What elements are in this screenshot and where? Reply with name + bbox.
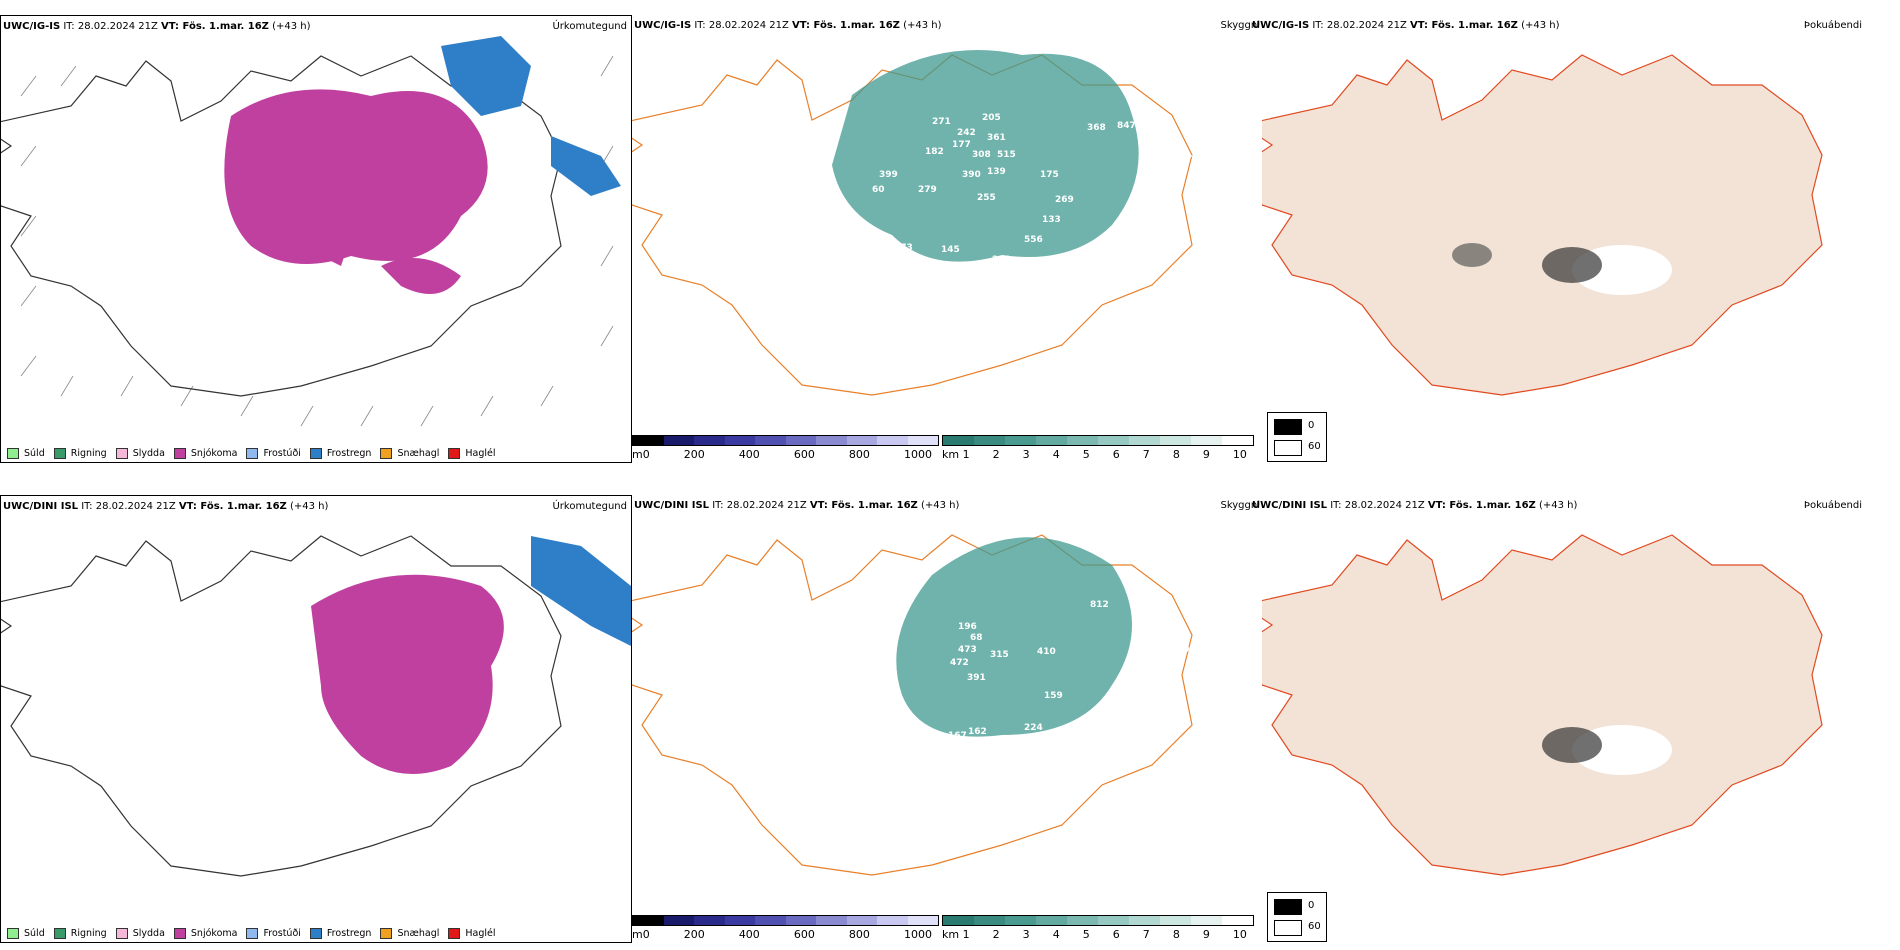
ceiling-colorbar: m0 200 400 600 800 1000 [632,435,942,461]
fog-map-top [1262,54,1823,396]
panel-header: UWC/DINI ISL IT: 28.02.2024 21Z VT: Fös.… [3,501,329,512]
cloud-panel-bottom: UWC/DINI ISL IT: 28.02.2024 21Z VT: Fös.… [632,495,1262,943]
cloud-map-bottom [632,534,1193,876]
panel-header: UWC/DINI ISL IT: 28.02.2024 21Z VT: Fös.… [634,500,960,511]
precip-type-map-bottom [1,535,631,877]
precip-type-legend: Súld Rigning Slydda Snjókoma Frostúði Fr… [7,448,505,459]
fog-legend-bottom: 0 60 [1267,892,1327,942]
fog-map-bottom [1262,534,1823,876]
cloud-map-top [632,50,1193,396]
fog-panel-top: UWC/IG-IS IT: 28.02.2024 21Z VT: Fös. 1.… [1252,15,1900,463]
visibility-colorbar: km 1 2 3 4 5 6 7 8 9 10 [942,915,1262,941]
panel-header: UWC/IG-IS IT: 28.02.2024 21Z VT: Fös. 1.… [634,20,942,31]
fog-legend-top: 0 60 [1267,412,1327,462]
panel-title: Þokuábendi [1803,500,1862,511]
cloud-panel-top: UWC/IG-IS IT: 28.02.2024 21Z VT: Fös. 1.… [632,15,1262,463]
panel-header: UWC/IG-IS IT: 28.02.2024 21Z VT: Fös. 1.… [1252,20,1560,31]
panel-title: Skyggni [1220,500,1260,511]
panel-title: Úrkomutegund [552,501,627,512]
panel-header: UWC/IG-IS IT: 28.02.2024 21Z VT: Fös. 1.… [3,21,311,32]
precip-type-panel-bottom: UWC/DINI ISL IT: 28.02.2024 21Z VT: Fös.… [0,495,632,943]
cloud-labels-bottom: 812 199 196 68 473 315 410 472 391 119 2… [890,600,1196,763]
panel-title: Þokuábendi [1803,20,1862,31]
panel-title: Úrkomutegund [552,21,627,32]
panel-header: UWC/DINI ISL IT: 28.02.2024 21Z VT: Fös.… [1252,500,1578,511]
cloud-labels-top: 271 205 242 361 177 308 515 182 368 847 … [832,113,1203,280]
visibility-colorbar: km 1 2 3 4 5 6 7 8 9 10 [942,435,1262,461]
precip-type-legend: Súld Rigning Slydda Snjókoma Frostúði Fr… [7,928,505,939]
fog-panel-bottom: UWC/DINI ISL IT: 28.02.2024 21Z VT: Fös.… [1252,495,1900,943]
iceland-outline [1,55,562,397]
precip-type-panel-top: UWC/IG-IS IT: 28.02.2024 21Z VT: Fös. 1.… [0,15,632,463]
panel-title: Skyggni [1220,20,1260,31]
precip-type-map-top [1,36,621,427]
ceiling-colorbar: m0 200 400 600 800 1000 [632,915,942,941]
